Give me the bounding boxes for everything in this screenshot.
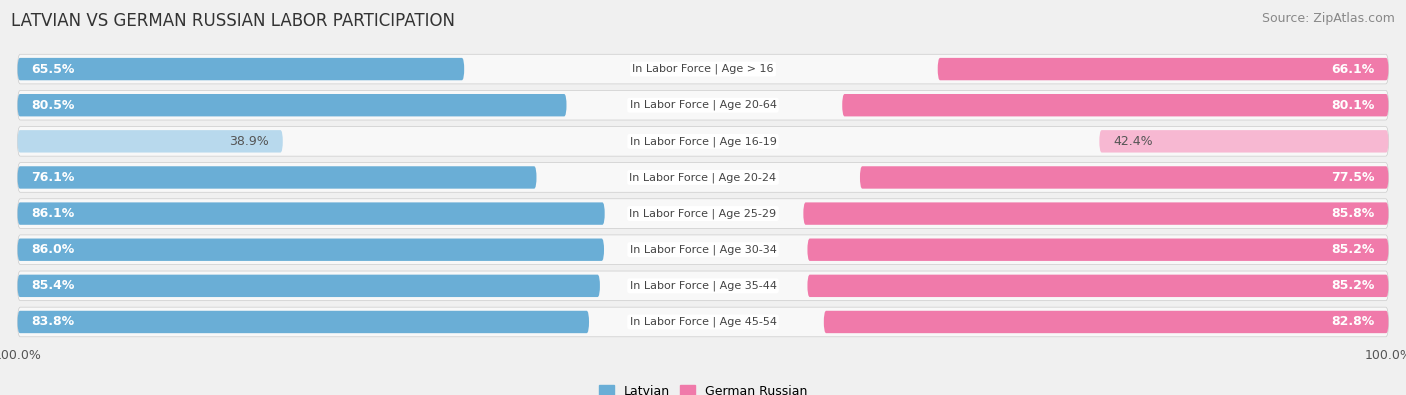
- Text: In Labor Force | Age 20-64: In Labor Force | Age 20-64: [630, 100, 776, 111]
- Text: In Labor Force | Age 30-34: In Labor Force | Age 30-34: [630, 245, 776, 255]
- Text: Source: ZipAtlas.com: Source: ZipAtlas.com: [1261, 12, 1395, 25]
- Text: 82.8%: 82.8%: [1331, 316, 1375, 329]
- Text: 38.9%: 38.9%: [229, 135, 269, 148]
- FancyBboxPatch shape: [17, 311, 589, 333]
- Text: In Labor Force | Age 35-44: In Labor Force | Age 35-44: [630, 280, 776, 291]
- FancyBboxPatch shape: [824, 311, 1389, 333]
- Text: In Labor Force | Age 20-24: In Labor Force | Age 20-24: [630, 172, 776, 183]
- FancyBboxPatch shape: [803, 202, 1389, 225]
- Text: 86.0%: 86.0%: [31, 243, 75, 256]
- Text: 76.1%: 76.1%: [31, 171, 75, 184]
- FancyBboxPatch shape: [17, 126, 1389, 156]
- FancyBboxPatch shape: [807, 239, 1389, 261]
- Text: 65.5%: 65.5%: [31, 62, 75, 75]
- FancyBboxPatch shape: [860, 166, 1389, 189]
- Text: In Labor Force | Age 25-29: In Labor Force | Age 25-29: [630, 208, 776, 219]
- Legend: Latvian, German Russian: Latvian, German Russian: [593, 380, 813, 395]
- Text: In Labor Force | Age 16-19: In Labor Force | Age 16-19: [630, 136, 776, 147]
- FancyBboxPatch shape: [17, 275, 600, 297]
- Text: LATVIAN VS GERMAN RUSSIAN LABOR PARTICIPATION: LATVIAN VS GERMAN RUSSIAN LABOR PARTICIP…: [11, 12, 456, 30]
- FancyBboxPatch shape: [17, 239, 605, 261]
- Text: 85.4%: 85.4%: [31, 279, 75, 292]
- FancyBboxPatch shape: [17, 90, 1389, 120]
- FancyBboxPatch shape: [17, 235, 1389, 265]
- FancyBboxPatch shape: [17, 130, 283, 152]
- FancyBboxPatch shape: [842, 94, 1389, 117]
- FancyBboxPatch shape: [17, 271, 1389, 301]
- FancyBboxPatch shape: [17, 58, 464, 80]
- Text: 66.1%: 66.1%: [1331, 62, 1375, 75]
- Text: 80.5%: 80.5%: [31, 99, 75, 112]
- Text: 83.8%: 83.8%: [31, 316, 75, 329]
- FancyBboxPatch shape: [17, 94, 567, 117]
- Text: In Labor Force | Age > 16: In Labor Force | Age > 16: [633, 64, 773, 74]
- FancyBboxPatch shape: [17, 199, 1389, 228]
- FancyBboxPatch shape: [1099, 130, 1389, 152]
- Text: 86.1%: 86.1%: [31, 207, 75, 220]
- FancyBboxPatch shape: [938, 58, 1389, 80]
- FancyBboxPatch shape: [17, 163, 1389, 192]
- FancyBboxPatch shape: [17, 202, 605, 225]
- Text: 85.8%: 85.8%: [1331, 207, 1375, 220]
- Text: 85.2%: 85.2%: [1331, 243, 1375, 256]
- Text: 42.4%: 42.4%: [1114, 135, 1153, 148]
- FancyBboxPatch shape: [807, 275, 1389, 297]
- Text: 77.5%: 77.5%: [1331, 171, 1375, 184]
- FancyBboxPatch shape: [17, 54, 1389, 84]
- Text: 85.2%: 85.2%: [1331, 279, 1375, 292]
- FancyBboxPatch shape: [17, 166, 537, 189]
- FancyBboxPatch shape: [17, 307, 1389, 337]
- Text: In Labor Force | Age 45-54: In Labor Force | Age 45-54: [630, 317, 776, 327]
- Text: 80.1%: 80.1%: [1331, 99, 1375, 112]
